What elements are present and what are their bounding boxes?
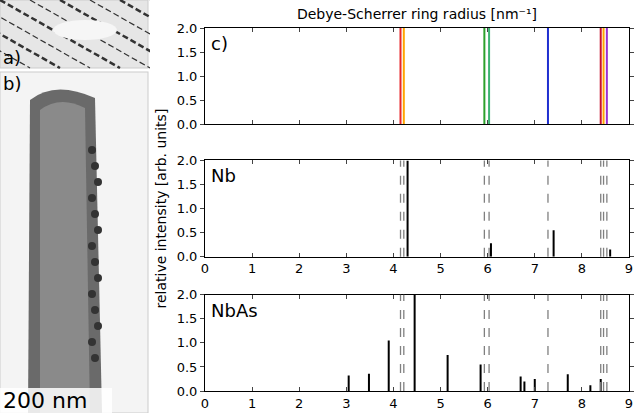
svg-text:1.0: 1.0 [177, 69, 198, 84]
svg-text:0.0: 0.0 [177, 384, 198, 399]
svg-text:0.5: 0.5 [177, 360, 198, 375]
svg-text:1.5: 1.5 [177, 311, 198, 326]
svg-text:3: 3 [342, 261, 350, 276]
svg-text:0.5: 0.5 [177, 225, 198, 240]
svg-text:1: 1 [248, 396, 256, 411]
svg-text:a): a) [3, 47, 21, 68]
svg-text:5: 5 [436, 261, 444, 276]
svg-text:c): c) [211, 33, 228, 54]
svg-text:1.0: 1.0 [177, 201, 198, 216]
svg-text:0: 0 [201, 396, 209, 411]
svg-text:2.0: 2.0 [177, 21, 198, 36]
svg-text:2: 2 [295, 396, 303, 411]
svg-text:2.0: 2.0 [177, 287, 198, 302]
svg-text:4: 4 [389, 396, 397, 411]
svg-text:9: 9 [625, 261, 633, 276]
svg-text:7: 7 [531, 396, 539, 411]
svg-text:NbAs: NbAs [211, 300, 258, 321]
svg-text:9: 9 [625, 396, 633, 411]
svg-text:2: 2 [295, 261, 303, 276]
svg-text:200 nm: 200 nm [3, 388, 87, 413]
svg-text:2.0: 2.0 [177, 153, 198, 168]
svg-text:4: 4 [389, 261, 397, 276]
svg-text:6: 6 [484, 396, 492, 411]
svg-text:0.0: 0.0 [177, 117, 198, 132]
svg-text:6: 6 [484, 261, 492, 276]
svg-text:0.5: 0.5 [177, 93, 198, 108]
svg-text:8: 8 [578, 396, 586, 411]
svg-text:1.5: 1.5 [177, 45, 198, 60]
svg-text:8: 8 [578, 261, 586, 276]
svg-text:7: 7 [531, 261, 539, 276]
svg-text:Nb: Nb [211, 165, 236, 186]
svg-text:1.5: 1.5 [177, 177, 198, 192]
svg-text:1: 1 [248, 261, 256, 276]
svg-text:0.0: 0.0 [177, 249, 198, 264]
svg-text:b): b) [3, 73, 21, 94]
svg-text:1.0: 1.0 [177, 335, 198, 350]
svg-text:Debye-Scherrer ring radius [nm: Debye-Scherrer ring radius [nm⁻¹] [297, 6, 537, 22]
svg-text:3: 3 [342, 396, 350, 411]
svg-text:relative intensity [arb. units: relative intensity [arb. units] [153, 109, 169, 309]
svg-text:5: 5 [436, 396, 444, 411]
svg-text:0: 0 [201, 261, 209, 276]
